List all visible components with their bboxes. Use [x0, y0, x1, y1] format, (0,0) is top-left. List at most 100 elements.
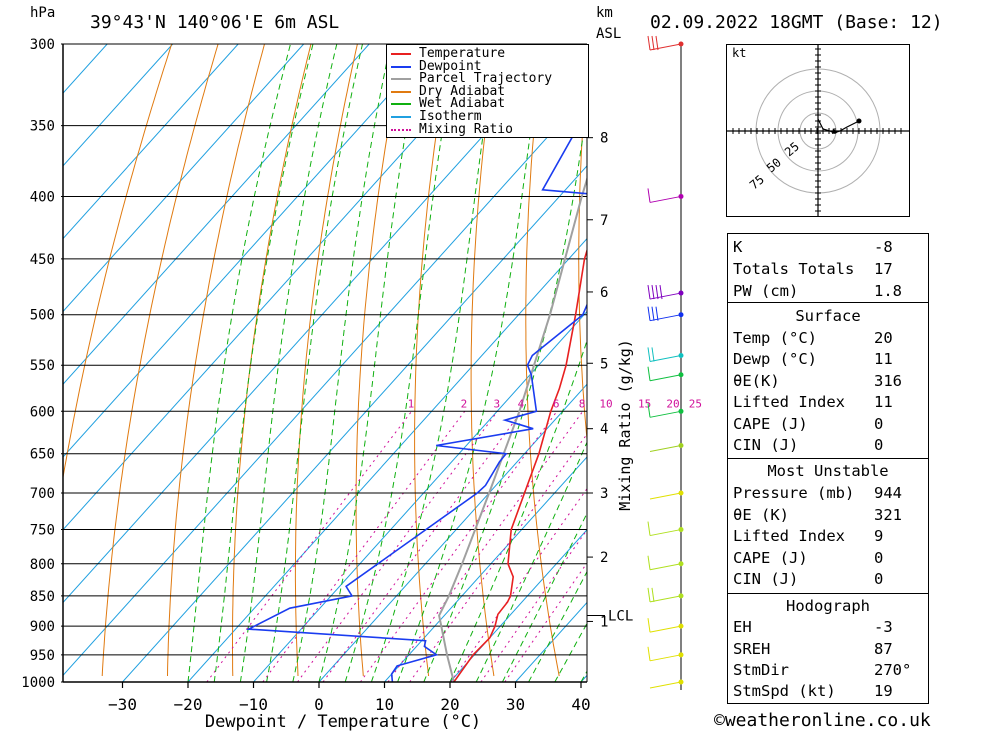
surface-title: Surface — [795, 307, 861, 325]
wind-barb-feather — [655, 284, 659, 300]
wind-barb-staff — [649, 354, 682, 362]
temp-label: Temp (°C) — [733, 329, 817, 347]
legend-item: Isotherm — [391, 110, 587, 123]
height-tick-label: 8 — [600, 131, 608, 147]
legend-swatch — [391, 65, 411, 68]
wind-barb-feather — [647, 188, 651, 203]
dry-adiabat-line — [961, 44, 1000, 676]
header-location: 39°43'N 140°06'E 6m ASL — [90, 12, 340, 33]
x-tick-label: 10 — [375, 695, 394, 714]
mu-cin-label: CIN (J) — [733, 570, 799, 588]
height-tick-label: 6 — [600, 285, 608, 301]
dry-adiabat-line — [167, 44, 265, 677]
eh-label: EH — [733, 618, 752, 636]
legend-label: Wet Adiabat — [419, 96, 506, 112]
hodograph-storm-arrow — [832, 128, 837, 134]
hodograph-ring-label-25: 25 — [782, 139, 802, 159]
wind-barb-staff — [649, 529, 682, 537]
legend-swatch — [391, 53, 411, 55]
indices-panel: K -8 Totals Totals 17 PW (cm) 1.8 Surface T… — [727, 233, 929, 704]
legend-swatch — [391, 90, 411, 93]
row-mu-cin: CIN (J) 0 — [728, 569, 928, 590]
pressure-tick-label: 950 — [30, 648, 55, 664]
isotherm-line — [63, 44, 239, 240]
legend-item: Dewpoint — [391, 60, 587, 73]
separator — [728, 302, 928, 303]
dry-adiabat-line — [355, 44, 405, 677]
pressure-tick-label: 800 — [30, 557, 55, 573]
theta-label: θE(K) — [733, 372, 780, 390]
mu-title: Most Unstable — [767, 462, 889, 480]
wind-barb-staff — [649, 595, 682, 603]
isotherm-line — [318, 383, 587, 682]
legend-item: Wet Adiabat — [391, 97, 587, 110]
row-srh: SREH 87 — [728, 639, 928, 660]
header-hpa-unit: hPa — [30, 5, 56, 21]
mixing-ratio-label: 20 — [666, 397, 679, 410]
mu-li-value: 9 — [874, 527, 884, 545]
hodograph-ring-label-75: 75 — [747, 172, 767, 192]
pressure-tick-label: 600 — [30, 404, 55, 420]
pressure-tick-label: 750 — [30, 523, 55, 539]
wind-barb-staff — [649, 681, 682, 689]
wind-barb-staff — [649, 410, 682, 418]
legend: Temperature Dewpoint Parcel Trajectory Dry … — [386, 44, 589, 138]
row-cape: CAPE (J) 0 — [728, 414, 928, 435]
mixing-ratio-label: 15 — [638, 397, 651, 410]
wind-barb-staff — [649, 43, 682, 51]
dewp-label: Dewp (°C) — [733, 350, 817, 368]
wind-barb-feather — [647, 366, 651, 381]
profile-lines — [245, 109, 587, 682]
row-dewp: Dewp (°C) 11 — [728, 349, 928, 370]
pressure-tick-label: 450 — [30, 252, 55, 268]
legend-label: Parcel Trajectory — [419, 71, 553, 87]
wet-adiabat-line — [501, 512, 587, 682]
height-tick-label: 1 — [600, 614, 608, 630]
wind-barbs-column — [647, 35, 684, 690]
row-mu-cape: CAPE (J) 0 — [728, 548, 928, 569]
isotherm-line — [63, 44, 370, 385]
hodograph-unit: kt — [732, 46, 747, 60]
separator — [728, 593, 928, 594]
wet-adiabat-line — [528, 570, 587, 682]
mixing-ratio-label: 10 — [599, 397, 612, 410]
wind-barb-feather — [647, 347, 651, 362]
dewpoint-line — [245, 109, 587, 682]
row-totals: Totals Totals 17 — [728, 259, 928, 280]
tt-label: Totals Totals — [733, 260, 855, 278]
row-cin: CIN (J) 0 — [728, 435, 928, 456]
wet-adiabat-line — [318, 44, 423, 682]
isotherm-line — [63, 44, 305, 313]
wind-barb-feather — [647, 646, 651, 661]
row-pw: PW (cm) 1.8 — [728, 281, 928, 302]
wind-barb-feather — [659, 284, 663, 300]
dry-adiabat-line — [414, 44, 451, 677]
srh-label: SREH — [733, 640, 771, 658]
x-axis-title: Dewpoint / Temperature (°C) — [205, 712, 481, 732]
legend-label: Mixing Ratio — [419, 121, 513, 137]
wet-adiabat-line — [187, 44, 291, 682]
pressure-tick-label: 550 — [30, 358, 55, 374]
dewp-value: 11 — [874, 350, 893, 368]
legend-label: Dewpoint — [419, 58, 482, 74]
wind-barb-feather — [655, 35, 659, 51]
footer-copyright[interactable]: ©weatheronline.co.uk — [714, 710, 931, 731]
hodograph-panel: kt 25 50 75 — [726, 44, 910, 217]
isotherm-line — [122, 165, 587, 682]
height-tick-label: 4 — [600, 422, 608, 438]
eh-value: -3 — [874, 618, 893, 636]
mixing-ratio-axis-title: Mixing Ratio (g/kg) — [616, 339, 634, 511]
mu-cape-value: 0 — [874, 549, 884, 567]
isotherm-line — [63, 92, 587, 677]
cape-value: 0 — [874, 415, 884, 433]
height-tick-label: 5 — [600, 356, 608, 372]
wind-barb-feather — [647, 618, 651, 633]
wind-barb-staff — [649, 654, 682, 662]
separator — [728, 458, 928, 459]
hodograph-plot: 25 50 75 — [727, 45, 909, 216]
wind-barb-feather — [647, 521, 651, 536]
wind-barb-feather — [651, 284, 655, 300]
wet-adiabat-line — [292, 44, 391, 682]
mu-theta-value: 321 — [874, 506, 902, 524]
dry-adiabat-line — [470, 44, 498, 677]
